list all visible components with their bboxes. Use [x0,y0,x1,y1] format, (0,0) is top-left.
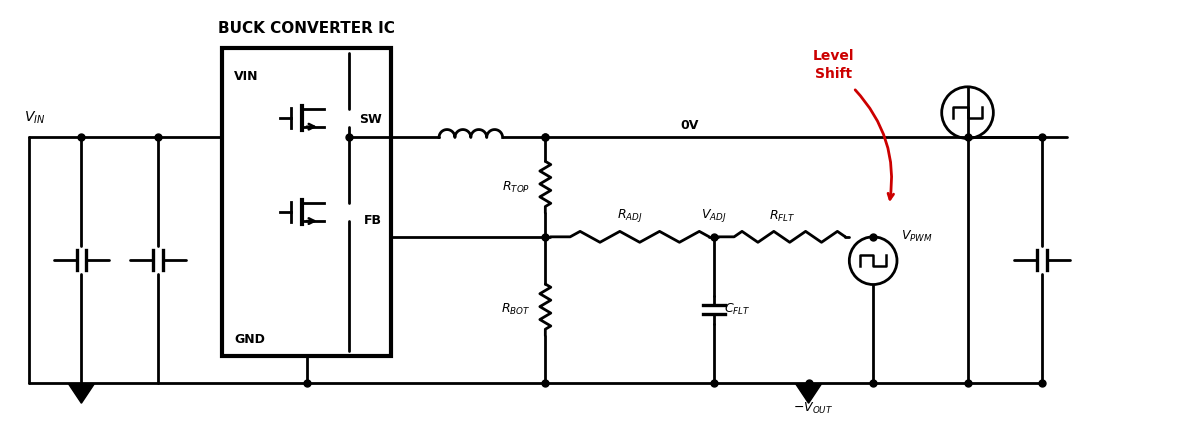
Text: $R_{TOP}$: $R_{TOP}$ [502,180,530,195]
Text: 0V: 0V [680,119,699,132]
Text: BUCK CONVERTER IC: BUCK CONVERTER IC [219,21,396,36]
Text: $R_{BOT}$: $R_{BOT}$ [501,302,530,317]
Text: $V_{ADJ}$: $V_{ADJ}$ [702,207,726,224]
Text: $V_{IN}$: $V_{IN}$ [24,109,45,126]
Text: $-V_{OUT}$: $-V_{OUT}$ [793,401,833,416]
Bar [222,48,391,356]
Text: SW: SW [359,113,382,126]
Polygon shape [795,384,822,403]
Text: GND: GND [234,333,265,346]
Text: VIN: VIN [234,70,259,83]
Text: FB: FB [364,214,382,227]
Text: $V_{PWM}$: $V_{PWM}$ [901,229,932,244]
Text: $C_{FLT}$: $C_{FLT}$ [724,302,750,317]
Text: $R_{ADJ}$: $R_{ADJ}$ [617,207,642,224]
Text: $R_{FLT}$: $R_{FLT}$ [768,209,795,224]
Polygon shape [69,384,94,403]
Text: Level
Shift: Level Shift [812,49,854,81]
